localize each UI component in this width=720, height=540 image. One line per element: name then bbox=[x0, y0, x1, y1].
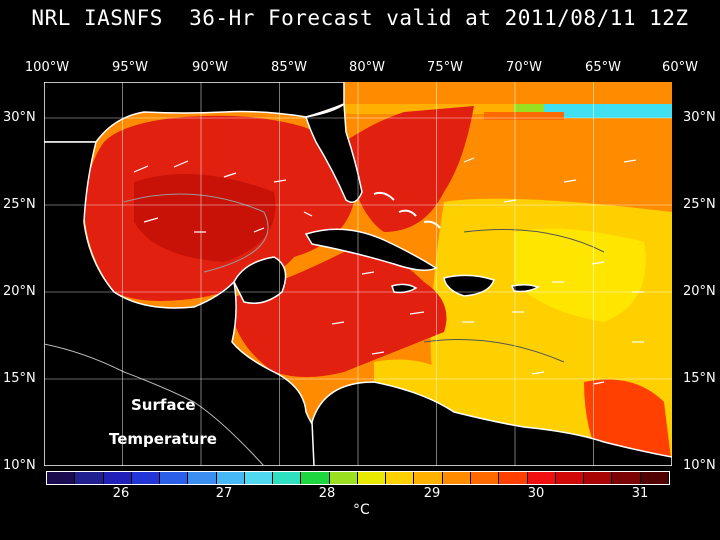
colorbar-swatch bbox=[584, 472, 613, 484]
map-panel bbox=[44, 82, 672, 466]
colorbar-swatch bbox=[386, 472, 415, 484]
lon-label: 95°W bbox=[112, 60, 148, 75]
lat-label: 25°N bbox=[683, 197, 716, 212]
colorbar-swatch bbox=[273, 472, 302, 484]
land-south-america bbox=[311, 381, 672, 466]
lat-label: 30°N bbox=[3, 110, 36, 125]
colorbar-swatch bbox=[442, 472, 471, 484]
colorbar-tick-label: 31 bbox=[631, 486, 649, 501]
lon-label: 85°W bbox=[271, 60, 307, 75]
colorbar-swatch bbox=[414, 472, 443, 484]
land-usa bbox=[44, 82, 345, 143]
lat-label: 15°N bbox=[3, 371, 36, 386]
lon-label: 70°W bbox=[506, 60, 542, 75]
colorbar-swatch bbox=[640, 472, 669, 484]
lon-label: 90°W bbox=[192, 60, 228, 75]
land-bahamas bbox=[373, 191, 441, 229]
colorbar-swatch bbox=[131, 472, 161, 484]
lat-label: 10°N bbox=[3, 458, 36, 473]
colorbar-tick-label: 26 bbox=[112, 486, 130, 501]
colorbar-tick-label: 29 bbox=[423, 486, 441, 501]
colorbar-swatch bbox=[75, 472, 104, 484]
vector-arrows bbox=[133, 157, 644, 385]
lon-label: 75°W bbox=[427, 60, 463, 75]
lat-label: 15°N bbox=[683, 371, 716, 386]
map-label-surface: Surface bbox=[131, 396, 196, 414]
lon-label: 100°W bbox=[24, 60, 70, 75]
colorbar-tick-label: 28 bbox=[318, 486, 336, 501]
map-label-temperature: Temperature bbox=[109, 430, 217, 448]
land-mexico bbox=[44, 141, 346, 466]
colorbar-swatch bbox=[555, 472, 585, 484]
lat-label: 10°N bbox=[683, 458, 716, 473]
pacific-coast bbox=[44, 343, 265, 466]
colorbar-swatch bbox=[527, 472, 556, 484]
lon-label: 80°W bbox=[349, 60, 385, 75]
page-title: NRL IASNFS 36-Hr Forecast valid at 2011/… bbox=[31, 6, 689, 30]
colorbar-swatch bbox=[329, 472, 358, 484]
colorbar-tick-label: 27 bbox=[215, 486, 233, 501]
land-puerto-rico bbox=[510, 283, 540, 293]
lat-label: 20°N bbox=[683, 284, 716, 299]
colorbar-swatch bbox=[188, 472, 217, 484]
lon-label: 60°W bbox=[662, 60, 698, 75]
lon-label: 65°W bbox=[585, 60, 621, 75]
land-yucatan bbox=[233, 256, 287, 304]
colorbar-swatch bbox=[499, 472, 528, 484]
colorbar-swatch bbox=[301, 472, 330, 484]
colorbar bbox=[46, 471, 670, 485]
land-cuba bbox=[304, 228, 438, 271]
north-cool-band bbox=[344, 104, 672, 114]
lat-label: 20°N bbox=[3, 284, 36, 299]
colorbar-swatch bbox=[244, 472, 274, 484]
colorbar-swatch bbox=[216, 472, 245, 484]
colorbar-tick-label: 30 bbox=[527, 486, 545, 501]
colorbar-swatch bbox=[47, 472, 76, 484]
land-florida bbox=[305, 102, 363, 203]
lat-label: 25°N bbox=[3, 197, 36, 212]
lat-lon-grid bbox=[44, 82, 672, 466]
land-jamaica bbox=[391, 283, 418, 294]
colorbar-unit: °C bbox=[353, 502, 370, 518]
colorbar-swatch bbox=[612, 472, 641, 484]
caribbean-warm bbox=[234, 250, 447, 377]
colorbar-swatch bbox=[470, 472, 500, 484]
lat-label: 30°N bbox=[683, 110, 716, 125]
land-hispaniola bbox=[443, 274, 495, 297]
colorbar-swatch bbox=[357, 472, 387, 484]
colorbar-swatch bbox=[160, 472, 189, 484]
colorbar-swatch bbox=[103, 472, 132, 484]
